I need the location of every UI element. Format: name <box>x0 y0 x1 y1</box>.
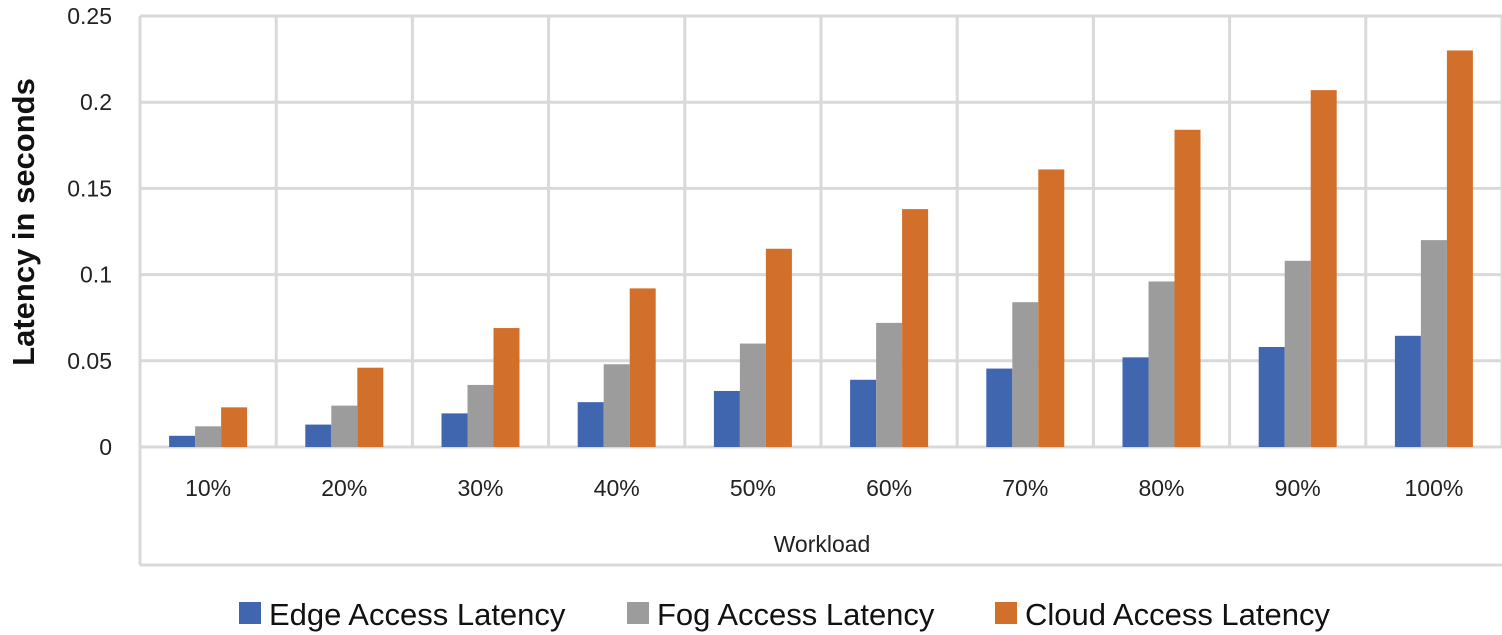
bar-edge-100pct <box>1394 335 1421 447</box>
legend-swatch <box>239 602 261 624</box>
bar-cloud-70pct <box>1038 169 1065 447</box>
x-tick-label: 90% <box>1275 475 1321 501</box>
legend-swatch <box>995 602 1017 624</box>
bar-edge-90pct <box>1258 347 1285 447</box>
x-tick-label: 70% <box>1002 475 1048 501</box>
bar-edge-30pct <box>441 413 468 447</box>
x-tick-label: 10% <box>185 475 231 501</box>
bar-edge-10pct <box>169 435 196 447</box>
grid-layer <box>138 14 1502 449</box>
bar-cloud-80pct <box>1174 129 1201 447</box>
y-tick-label: 0 <box>99 434 112 460</box>
y-tick-label: 0.25 <box>67 3 112 29</box>
y-tick-label: 0.2 <box>80 89 112 115</box>
bar-fog-100pct <box>1420 240 1447 447</box>
x-tick-label: 50% <box>730 475 776 501</box>
y-tick-label: 0.15 <box>67 175 112 201</box>
bar-edge-20pct <box>305 424 332 447</box>
bar-fog-80pct <box>1148 281 1175 447</box>
bar-fog-90pct <box>1284 260 1311 447</box>
bar-cloud-40pct <box>629 288 656 447</box>
bar-fog-70pct <box>1012 302 1039 447</box>
bar-cloud-60pct <box>902 209 929 447</box>
bar-fog-30pct <box>467 384 494 447</box>
bar-fog-60pct <box>876 322 903 447</box>
x-tick-label: 100% <box>1404 475 1463 501</box>
bar-edge-80pct <box>1122 357 1149 447</box>
legend-swatch <box>627 602 649 624</box>
bar-fog-20pct <box>331 405 358 447</box>
bar-edge-70pct <box>986 368 1013 447</box>
x-tick-label: 80% <box>1138 475 1184 501</box>
y-axis-ticks: 0 0.05 0.1 0.15 0.2 0.25 <box>67 3 112 460</box>
y-axis-title: Latency in seconds <box>6 78 41 366</box>
x-tick-label: 40% <box>594 475 640 501</box>
plot-frame <box>138 447 1502 567</box>
legend: Edge Access Latency Fog Access Latency Clo… <box>239 597 1331 632</box>
bar-cloud-10pct <box>221 407 248 447</box>
bar-cloud-100pct <box>1446 50 1473 447</box>
bar-cloud-50pct <box>765 248 792 447</box>
legend-label: Edge Access Latency <box>269 597 566 632</box>
bar-edge-60pct <box>850 379 877 447</box>
bar-edge-50pct <box>713 390 740 447</box>
legend-item-fog: Fog Access Latency <box>627 597 935 632</box>
legend-item-edge: Edge Access Latency <box>239 597 566 632</box>
bar-fog-40pct <box>603 364 630 447</box>
x-axis-ticks: 10% 20% 30% 40% 50% 60% 70% 80% 90% 100% <box>185 475 1463 501</box>
x-tick-label: 60% <box>866 475 912 501</box>
bars <box>169 50 1473 447</box>
x-tick-label: 20% <box>321 475 367 501</box>
x-tick-label: 30% <box>457 475 503 501</box>
bar-edge-40pct <box>577 402 604 447</box>
y-tick-label: 0.05 <box>67 348 112 374</box>
x-axis-title: Workload <box>774 531 871 557</box>
legend-label: Fog Access Latency <box>657 597 935 632</box>
legend-item-cloud: Cloud Access Latency <box>995 597 1331 632</box>
bar-fog-50pct <box>739 343 766 447</box>
bar-fog-10pct <box>195 426 222 447</box>
bar-cloud-30pct <box>493 328 520 447</box>
y-tick-label: 0.1 <box>80 262 112 288</box>
bar-cloud-90pct <box>1310 90 1337 447</box>
legend-label: Cloud Access Latency <box>1025 597 1331 632</box>
bar-cloud-20pct <box>357 367 384 447</box>
